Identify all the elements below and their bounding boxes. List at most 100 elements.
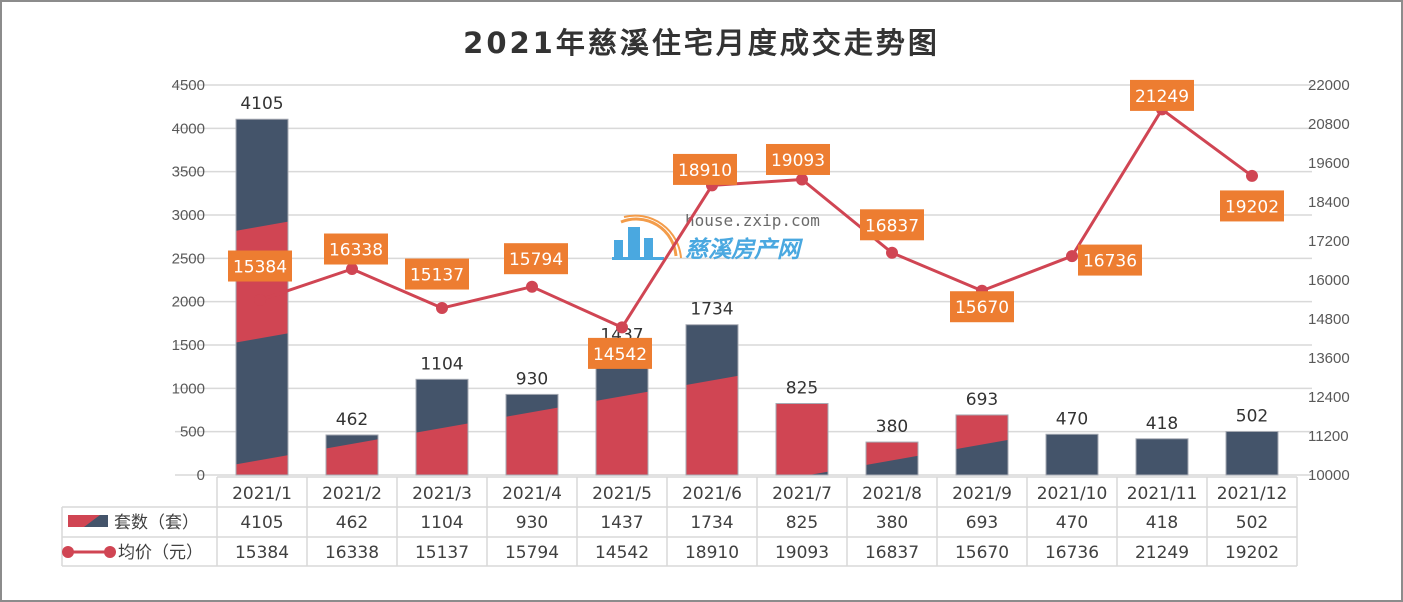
left-axis-tick-label: 4000 [172,120,205,137]
bar [775,403,829,476]
price-point [1066,250,1078,263]
category-label: 2021/5 [592,484,652,504]
table-cell-count: 930 [516,513,548,533]
price-label-box [588,337,652,369]
price-label-text: 18910 [678,161,732,181]
price-data-label: 16338 [324,233,388,265]
category-label: 2021/12 [1217,484,1288,504]
price-label-box [228,250,292,282]
bar-data-label: 380 [876,417,908,437]
category-label: 2021/7 [772,484,832,504]
bar [595,349,649,476]
table-cell-price: 15794 [505,543,559,563]
bar-series [235,118,1279,476]
legend-line-label: 均价（元） [118,543,203,563]
table-cell-price: 18910 [685,543,739,563]
right-axis-tick-label: 11200 [1308,428,1349,445]
price-label-box [504,243,568,275]
bar-data-label: 462 [336,410,368,430]
price-point [616,321,628,334]
price-label-box [766,143,830,175]
table-cell-price: 15670 [955,543,1009,563]
price-label-box [950,291,1014,323]
table-cell-count: 380 [876,513,908,533]
price-data-label: 14542 [588,337,652,369]
left-axis-tick-label: 3000 [172,207,205,224]
watermark-url: house.zxip.com [685,211,820,230]
watermark: house.zxip.com 慈溪房产网 [612,211,820,263]
price-data-label: 15384 [228,250,292,282]
bar [1045,433,1099,476]
bar-data-label: 1734 [690,300,733,320]
right-axis-tick-label: 19600 [1308,155,1350,172]
table-cell-count: 1734 [690,513,733,533]
bar-data-label: 470 [1056,409,1088,429]
price-point [526,280,538,293]
price-point [886,246,898,259]
price-label-box [860,209,924,241]
price-label-box [673,153,737,185]
price-data-label: 15670 [950,291,1014,323]
left-axis-tick-label: 2000 [172,294,205,311]
left-axis-tick-label: 3500 [172,164,205,181]
price-label-box [405,258,469,290]
price-label-text: 19093 [771,151,825,171]
price-data-labels: 15384 16338 15137 15794 14542 18910 19093 16837… [228,79,1284,369]
bar [865,441,919,476]
left-axis-tick-label: 0 [197,467,205,484]
bar [955,414,1009,476]
price-label-text: 14542 [593,345,647,365]
bar [1135,438,1189,476]
price-data-label: 19093 [766,143,830,175]
left-axis-tick-label: 500 [180,424,205,441]
price-point [436,302,448,315]
table-cell-count: 4105 [240,513,283,533]
bar-data-label: 4105 [240,94,283,114]
left-axis-tick-label: 4500 [172,77,205,94]
category-label: 2021/4 [502,484,562,504]
price-label-text: 15384 [233,258,287,278]
right-axis-tick-label: 13600 [1308,350,1350,367]
right-axis-tick-label: 12400 [1308,389,1350,406]
right-axis-tick-label: 14800 [1308,311,1350,328]
bar-data-label: 418 [1146,414,1178,434]
category-label: 2021/10 [1037,484,1108,504]
price-label-text: 15794 [509,250,563,270]
price-data-label: 21249 [1130,79,1194,111]
bar-data-label: 1104 [420,354,463,374]
table-cell-count: 1104 [420,513,463,533]
table-cell-price: 15137 [415,543,469,563]
bar-data-label: 825 [786,379,818,399]
bar [1225,430,1279,476]
left-axis-tick-label: 1500 [172,337,205,354]
bar [685,324,739,476]
category-label: 2021/2 [322,484,382,504]
price-data-label: 15794 [504,243,568,275]
price-label-text: 16338 [329,241,383,261]
left-axis-tick-label: 2500 [172,250,205,267]
right-axis: 10000 11200 12400 13600 14800 16000 17200 18400… [1308,77,1350,484]
legend-bar-icon [68,515,108,527]
table-cell-price: 16338 [325,543,379,563]
table-cell-count: 470 [1056,513,1088,533]
table-cell-count: 502 [1236,513,1268,533]
price-data-label: 16837 [860,209,924,241]
table-cell-price: 19093 [775,543,829,563]
table-cell-price: 15384 [235,543,289,563]
table-cell-count: 462 [336,513,368,533]
left-axis: 0 500 1000 1500 2000 2500 3000 3500 4000 4500 [172,77,205,484]
category-label: 2021/8 [862,484,922,504]
bar [505,393,559,476]
price-label-text: 19202 [1225,197,1279,217]
right-axis-tick-label: 20800 [1308,116,1350,133]
category-label: 2021/3 [412,484,472,504]
right-axis-tick-label: 17200 [1308,233,1350,250]
price-label-text: 16837 [865,216,919,236]
price-point [1246,169,1258,182]
price-point [796,173,808,186]
category-label: 2021/1 [232,484,292,504]
bar-data-label: 930 [516,369,548,389]
table-cell-count: 418 [1146,513,1178,533]
price-label-box [1130,79,1194,111]
price-line [259,107,1253,329]
